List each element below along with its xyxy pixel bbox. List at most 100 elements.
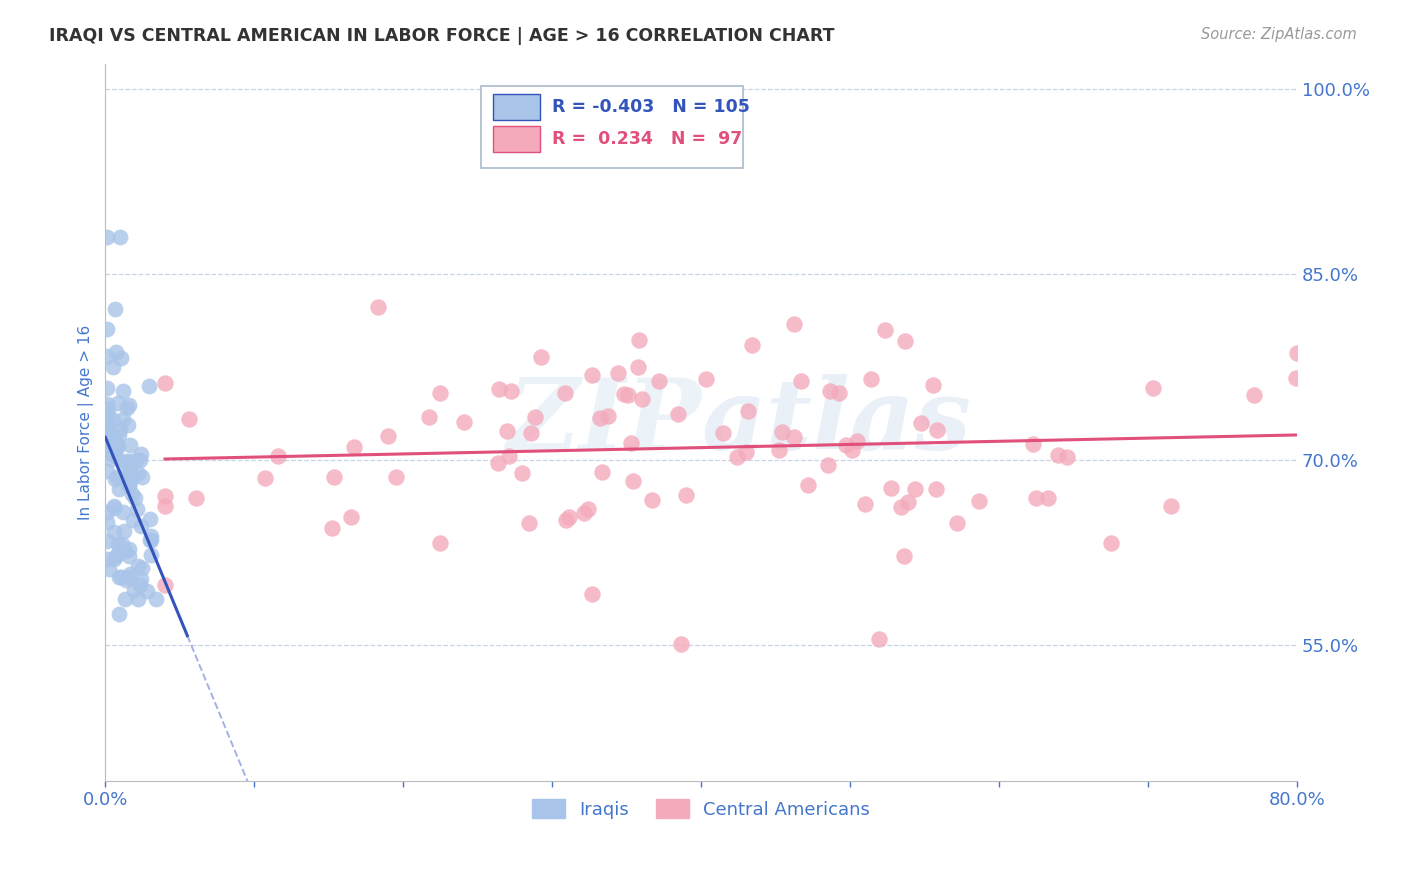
Point xyxy=(737,404,759,418)
Point xyxy=(96,397,118,411)
Point xyxy=(103,552,125,566)
Point xyxy=(177,412,200,426)
Point xyxy=(96,349,118,363)
Point xyxy=(631,392,654,406)
Point xyxy=(1286,345,1309,359)
Point xyxy=(114,453,136,467)
Point xyxy=(1036,491,1059,505)
Point xyxy=(734,444,756,458)
Point xyxy=(96,411,118,425)
Point xyxy=(96,464,118,478)
Point xyxy=(1160,500,1182,514)
Point xyxy=(384,470,406,484)
Point xyxy=(530,351,553,365)
Legend: Iraqis, Central Americans: Iraqis, Central Americans xyxy=(526,792,877,826)
Point xyxy=(100,452,122,467)
Point xyxy=(117,570,139,584)
Point xyxy=(96,505,118,519)
Point xyxy=(186,491,208,506)
Point xyxy=(96,434,118,449)
Point xyxy=(153,578,176,592)
Text: R = -0.403   N = 105: R = -0.403 N = 105 xyxy=(553,98,751,116)
Point xyxy=(429,386,451,401)
Point xyxy=(108,544,131,558)
Point xyxy=(118,479,141,493)
Point xyxy=(558,509,581,524)
Point xyxy=(107,439,129,453)
Point xyxy=(108,428,131,442)
Point xyxy=(108,482,131,496)
Point xyxy=(101,360,124,375)
Point xyxy=(498,450,520,464)
Point xyxy=(1243,388,1265,402)
Point xyxy=(496,424,519,438)
Point xyxy=(110,230,132,244)
Point xyxy=(105,345,128,359)
Point xyxy=(105,549,128,564)
Point xyxy=(519,516,541,530)
Point xyxy=(453,415,475,429)
Point xyxy=(429,535,451,549)
Point xyxy=(789,374,811,388)
Point xyxy=(96,381,118,395)
Point xyxy=(946,516,969,531)
Point xyxy=(107,537,129,551)
Point xyxy=(96,444,118,458)
Point xyxy=(725,450,748,465)
Point xyxy=(589,411,612,425)
Point xyxy=(1056,450,1078,465)
Point xyxy=(153,376,176,390)
Point xyxy=(695,372,717,386)
Point xyxy=(97,405,120,419)
Point xyxy=(554,513,576,527)
Point xyxy=(138,378,160,392)
Point xyxy=(136,584,159,599)
Point xyxy=(103,525,125,540)
Point xyxy=(111,505,134,519)
Point xyxy=(114,524,136,538)
Point xyxy=(104,436,127,450)
Point xyxy=(114,544,136,558)
Point xyxy=(145,592,167,607)
Point xyxy=(925,482,948,496)
Point xyxy=(127,558,149,573)
Point xyxy=(96,431,118,445)
Point xyxy=(910,416,932,430)
Point xyxy=(118,462,141,476)
Point xyxy=(103,501,125,516)
Point xyxy=(141,548,163,562)
Point xyxy=(890,500,912,514)
Point xyxy=(1022,437,1045,451)
Point xyxy=(321,521,343,535)
Point xyxy=(141,533,163,547)
Point xyxy=(770,425,793,440)
Point xyxy=(104,446,127,460)
Point xyxy=(893,549,915,564)
Point xyxy=(96,321,118,335)
Point xyxy=(817,458,839,472)
Point xyxy=(107,395,129,409)
Point xyxy=(115,472,138,486)
Point xyxy=(267,449,290,463)
Point xyxy=(96,230,118,244)
Point xyxy=(117,417,139,432)
Point xyxy=(97,562,120,576)
Point xyxy=(1025,491,1047,506)
Point xyxy=(100,431,122,445)
Point xyxy=(607,367,630,381)
Point xyxy=(818,384,841,399)
Point xyxy=(124,491,146,505)
Point xyxy=(118,566,141,581)
Point xyxy=(783,317,806,331)
Point xyxy=(96,432,118,446)
Point xyxy=(628,334,651,348)
Point xyxy=(115,573,138,587)
Point xyxy=(118,438,141,452)
Point xyxy=(111,384,134,398)
Point xyxy=(104,302,127,317)
Point xyxy=(96,551,118,566)
FancyBboxPatch shape xyxy=(492,127,540,153)
Point xyxy=(1285,371,1308,385)
Point xyxy=(581,368,603,382)
Point xyxy=(129,518,152,533)
